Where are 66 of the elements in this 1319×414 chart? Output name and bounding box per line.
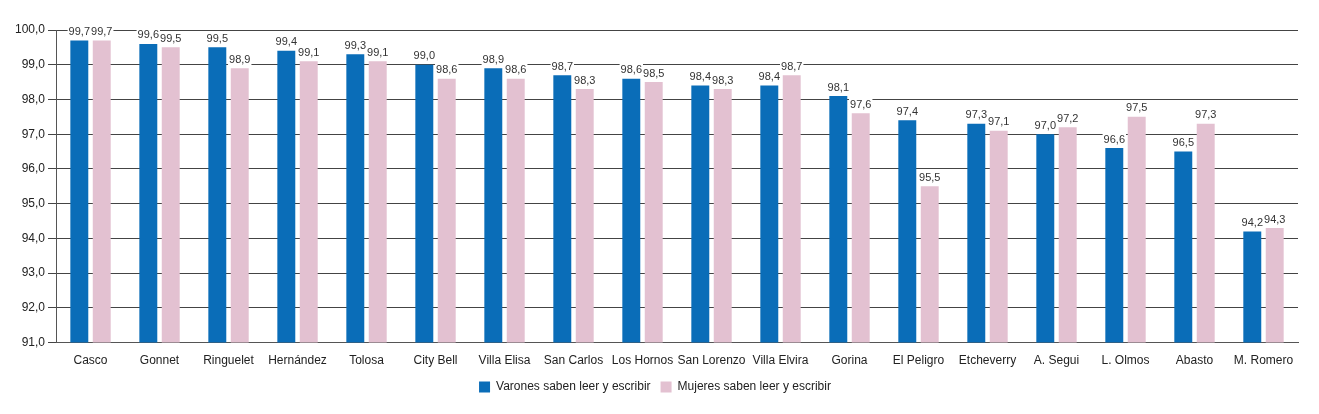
data-label: 97,5 xyxy=(1126,101,1148,114)
data-label: 98,4 xyxy=(689,70,712,83)
x-tick-label: Casco xyxy=(73,353,108,368)
x-tick-label: Los Hornos xyxy=(611,353,674,368)
data-label: 98,6 xyxy=(505,63,527,76)
data-label: 98,4 xyxy=(758,70,781,83)
data-label: 98,7 xyxy=(551,59,574,72)
x-tick-label: Tolosa xyxy=(349,353,385,368)
y-tick-label: 95,0 xyxy=(21,195,46,210)
data-label: 99,1 xyxy=(367,45,389,58)
data-label: 99,4 xyxy=(275,35,298,48)
data-label: 99,3 xyxy=(344,38,367,51)
data-label: 98,6 xyxy=(620,63,643,76)
data-label: 99,5 xyxy=(206,31,229,44)
y-tick-label: 94,0 xyxy=(21,230,46,245)
data-label: 98,9 xyxy=(482,52,505,65)
data-label: 98,3 xyxy=(712,73,734,86)
data-label: 99,7 xyxy=(68,24,91,37)
data-label: 97,3 xyxy=(965,108,988,121)
x-tick-label: Ringuelet xyxy=(203,353,255,368)
y-tick-label: 99,0 xyxy=(21,57,46,72)
x-tick-label: M. Romero xyxy=(1233,353,1294,368)
data-label: 98,1 xyxy=(827,80,850,93)
legend-label: Varones saben leer y escribir xyxy=(496,379,651,394)
data-label: 98,7 xyxy=(781,59,803,72)
x-tick-label: City Bell xyxy=(413,353,458,368)
data-label: 99,7 xyxy=(91,24,113,37)
data-label: 94,2 xyxy=(1241,215,1263,228)
data-label: 97,6 xyxy=(850,97,872,110)
y-tick-label: 93,0 xyxy=(21,265,46,280)
x-tick-label: L. Olmos xyxy=(1101,353,1150,368)
x-tick-label: Abasto xyxy=(1175,353,1214,368)
data-label: 96,5 xyxy=(1172,136,1194,149)
legend-label: Mujeres saben leer y escribir xyxy=(677,379,831,394)
data-label: 98,6 xyxy=(436,63,458,76)
x-tick-label: Gonnet xyxy=(139,353,180,368)
x-tick-label: Etcheverry xyxy=(958,353,1017,368)
data-label: 98,5 xyxy=(643,66,665,79)
data-label: 97,1 xyxy=(988,115,1010,128)
data-label: 97,0 xyxy=(1034,118,1056,131)
y-tick-label: 96,0 xyxy=(21,161,46,176)
x-tick-label: Villa Elisa xyxy=(478,353,531,368)
data-label: 99,5 xyxy=(160,31,182,44)
y-tick-label: 91,0 xyxy=(21,334,46,349)
x-tick-label: San Lorenzo xyxy=(677,353,746,368)
data-label: 95,5 xyxy=(919,170,941,183)
x-tick-label: Villa Elvira xyxy=(752,353,809,368)
data-label: 97,3 xyxy=(1195,108,1217,121)
data-label: 99,0 xyxy=(413,49,436,62)
x-tick-label: El Peligro xyxy=(892,353,945,368)
data-label: 97,4 xyxy=(896,104,919,117)
y-tick-label: 100,0 xyxy=(15,22,46,37)
data-label: 98,3 xyxy=(574,73,596,86)
data-label: 99,1 xyxy=(298,45,320,58)
y-tick-label: 92,0 xyxy=(21,300,46,315)
x-tick-label: Hernández xyxy=(268,353,327,368)
x-tick-label: Gorina xyxy=(831,353,868,368)
data-label: 94,3 xyxy=(1264,212,1286,225)
y-tick-label: 98,0 xyxy=(21,91,46,106)
data-label: 96,6 xyxy=(1103,132,1125,145)
y-tick-label: 97,0 xyxy=(21,126,46,141)
data-label: 98,9 xyxy=(229,52,251,65)
x-tick-label: San Carlos xyxy=(543,353,604,368)
data-label: 97,2 xyxy=(1057,111,1079,124)
x-tick-label: A. Segui xyxy=(1033,353,1080,368)
data-label: 99,6 xyxy=(137,28,160,41)
